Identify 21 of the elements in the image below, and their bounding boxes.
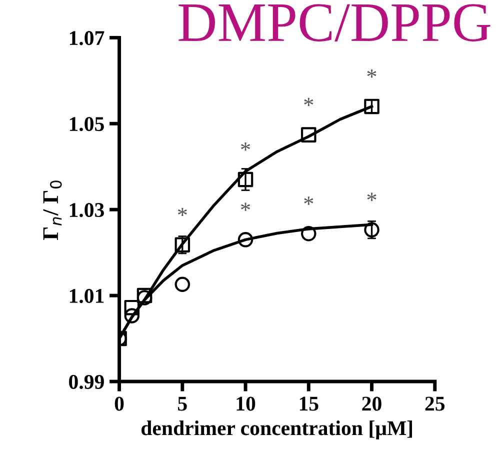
x-tick-label: 20 <box>362 396 382 411</box>
chart-title: DMPC/DPPG <box>178 4 490 42</box>
annotation: * <box>304 196 314 205</box>
annotation: * <box>367 192 376 201</box>
x-tick-label: 15 <box>300 396 318 411</box>
x-axis-title: dendrimer concentration [μM] <box>141 420 412 440</box>
y-tick-label: 1.07 <box>70 31 104 46</box>
annotation: * <box>304 98 314 106</box>
y-tick-label: 1.05 <box>70 117 104 132</box>
x-tick-label: 0 <box>114 396 124 411</box>
y-axis-title: Γ$_{n}$/ Γ$_{0}$ <box>43 180 62 240</box>
y-tick-label: 1.01 <box>70 288 104 304</box>
annotation: * <box>241 202 250 211</box>
annotation: * <box>178 208 187 216</box>
y-tick-label: 1.03 <box>70 202 104 218</box>
y-tick-label: 0.99 <box>69 374 104 390</box>
annotation: * <box>241 142 250 151</box>
x-tick-label: 10 <box>236 396 256 411</box>
x-tick-label: 25 <box>425 396 445 411</box>
annotation: * <box>367 69 376 78</box>
x-tick-label: 5 <box>178 396 187 411</box>
